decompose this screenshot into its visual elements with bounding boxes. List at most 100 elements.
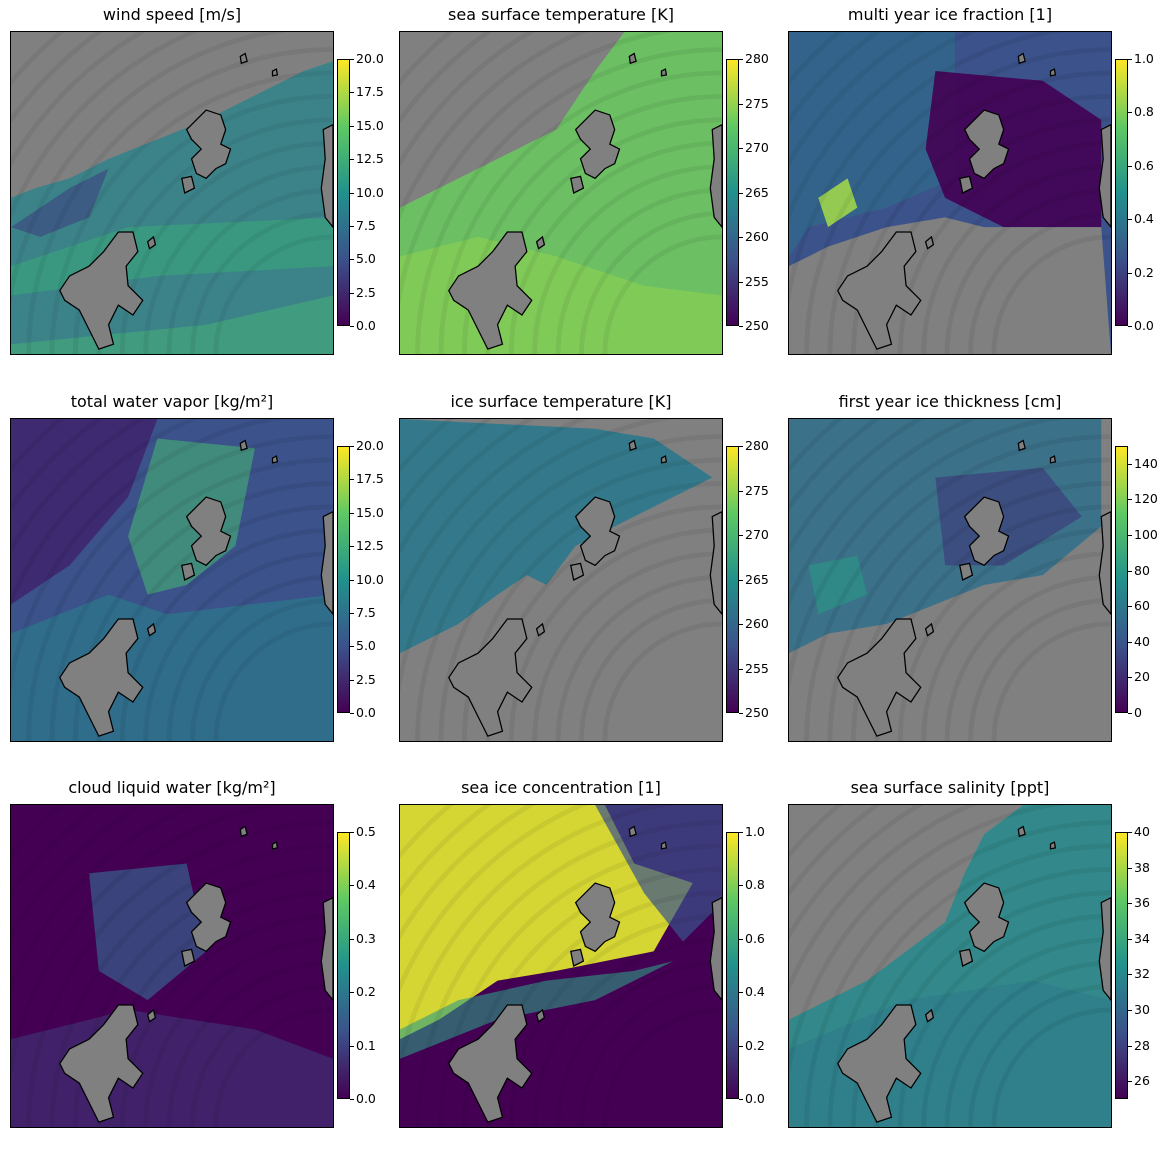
colorbar-tick-label: 2.5 bbox=[356, 671, 376, 687]
coastline-island bbox=[959, 948, 974, 967]
swath-stripe bbox=[789, 419, 882, 512]
colorbar-tick-label: 0.6 bbox=[1134, 157, 1154, 173]
swath-stripe bbox=[400, 32, 588, 220]
coastline-island bbox=[146, 622, 157, 637]
colorbar-tick-label: 2.5 bbox=[356, 284, 376, 300]
swath-stripe bbox=[400, 805, 454, 859]
swath-stripe bbox=[602, 1007, 722, 1127]
chart-title: total water vapor [kg/m²] bbox=[70, 392, 274, 411]
heatmap-area bbox=[10, 418, 334, 742]
swath-stripe bbox=[991, 621, 1111, 741]
colorbar-tick-label: 0 bbox=[1134, 705, 1142, 720]
colorbar bbox=[726, 59, 739, 326]
colorbar-tick-label: 250 bbox=[745, 318, 769, 333]
heatmap-area bbox=[399, 804, 723, 1128]
swath-stripe bbox=[804, 434, 1111, 741]
colorbar-tick-label: 30 bbox=[1134, 1002, 1150, 1017]
swath-stripe bbox=[11, 32, 199, 220]
colorbar-ticks: 0.0 2.5 5.0 7.5 10.0 12.5 15.0 17.5 20.0 bbox=[350, 51, 384, 333]
swath-stripe bbox=[11, 32, 104, 125]
colorbar-tick-label: 1.0 bbox=[1134, 51, 1154, 66]
heatmap-field bbox=[935, 467, 1082, 566]
chart-title: sea ice concentration [1] bbox=[461, 778, 661, 797]
chart-title: cloud liquid water [kg/m²] bbox=[68, 778, 276, 797]
coastline-island bbox=[181, 948, 196, 967]
heatmap-panel: ice surface temperature [K] 250 255 260 265 2… bbox=[389, 387, 769, 772]
coastline-island bbox=[959, 175, 974, 194]
heatmap-panel: sea surface salinity [ppt] 26 28 30 32 34 36 38… bbox=[778, 773, 1158, 1158]
swath-stripe bbox=[532, 164, 722, 354]
colorbar-tick-label: 275 bbox=[745, 95, 769, 111]
coastline-island bbox=[1017, 825, 1026, 838]
swath-stripe bbox=[789, 805, 843, 859]
colorbar-tick-label: 0.4 bbox=[745, 984, 765, 1000]
swath-stripe bbox=[11, 32, 287, 308]
colorbar bbox=[1115, 59, 1128, 326]
coastline-island bbox=[535, 235, 546, 250]
swath-stripe bbox=[11, 419, 287, 695]
swath-stripe bbox=[400, 419, 536, 555]
colorbar-tick-label: 0.6 bbox=[745, 930, 765, 946]
colorbar-tick-label: 0.2 bbox=[356, 984, 376, 1000]
colorbar-tick-label: 20 bbox=[1134, 669, 1150, 685]
colorbar-tick-label: 0.0 bbox=[1134, 318, 1154, 333]
colorbar-ticks: 26 28 30 32 34 36 38 40 bbox=[1128, 824, 1162, 1099]
coastline-island bbox=[837, 231, 922, 350]
colorbar bbox=[337, 59, 350, 326]
coastline-island bbox=[924, 1008, 935, 1023]
coastline-island bbox=[320, 123, 333, 229]
heatmap-svg bbox=[789, 805, 1111, 1127]
swath-stripe bbox=[415, 820, 722, 1127]
coastline-island bbox=[570, 175, 585, 194]
coastline-island bbox=[1049, 455, 1057, 464]
swath-stripe bbox=[789, 32, 977, 220]
colorbar bbox=[1115, 832, 1128, 1099]
heatmap-panel: sea surface temperature [K] 250 255 260 265 2… bbox=[389, 0, 769, 385]
colorbar-ticks: 0 20 40 60 80 100 120 140 bbox=[1128, 446, 1162, 720]
heatmap-field bbox=[11, 295, 333, 354]
swath-stripe bbox=[11, 805, 65, 859]
swath-stripe bbox=[921, 937, 1111, 1127]
coastline-island bbox=[924, 622, 935, 637]
colorbar-tick-label: 20.0 bbox=[356, 438, 384, 453]
heatmap-field bbox=[400, 805, 693, 1040]
heatmap-svg bbox=[11, 805, 333, 1127]
coastline-island bbox=[271, 841, 279, 850]
swath-stripe bbox=[991, 1007, 1111, 1127]
coastline-island bbox=[59, 618, 144, 737]
colorbar-tick-label: 255 bbox=[745, 660, 769, 676]
colorbar-tick-label: 12.5 bbox=[356, 538, 384, 554]
swath-stripe bbox=[944, 574, 1111, 741]
coastline-island bbox=[1017, 439, 1026, 452]
colorbar-tick-label: 0.4 bbox=[356, 877, 376, 893]
swath-stripe bbox=[400, 32, 676, 308]
heatmap-panel: multi year ice fraction [1] 0.0 0.2 0.4 0.6 0… bbox=[778, 0, 1158, 385]
swath-stripe bbox=[400, 805, 536, 941]
swath-stripe bbox=[968, 598, 1111, 741]
swath-stripe bbox=[166, 187, 333, 354]
colorbar-tick-label: 40 bbox=[1134, 633, 1150, 649]
swath-stripe bbox=[400, 805, 676, 1081]
swath-stripe bbox=[400, 805, 588, 993]
swath-stripe bbox=[11, 805, 199, 993]
colorbar-tick-label: 0.2 bbox=[745, 1037, 765, 1053]
chart-title: ice surface temperature [K] bbox=[450, 392, 672, 411]
swath-stripe bbox=[400, 32, 454, 86]
heatmap-svg bbox=[11, 32, 333, 354]
swath-stripe bbox=[968, 211, 1111, 354]
coastline-island bbox=[185, 109, 232, 180]
swath-stripe bbox=[602, 234, 722, 354]
swath-stripe bbox=[804, 47, 1111, 354]
colorbar-tick-label: 0.3 bbox=[356, 930, 376, 946]
swath-stripe bbox=[789, 805, 977, 993]
colorbar-tick-label: 120 bbox=[1134, 491, 1158, 507]
colorbar-tick-label: 80 bbox=[1134, 562, 1150, 578]
swath-stripe bbox=[11, 32, 65, 86]
heatmap-svg bbox=[11, 419, 333, 741]
coastline-island bbox=[146, 235, 157, 250]
colorbar-tick-label: 0.0 bbox=[745, 1091, 765, 1106]
swath-stripe bbox=[602, 621, 722, 741]
colorbar-tick-label: 36 bbox=[1134, 895, 1150, 911]
coastline-island bbox=[1049, 841, 1057, 850]
swath-stripe bbox=[11, 419, 147, 555]
